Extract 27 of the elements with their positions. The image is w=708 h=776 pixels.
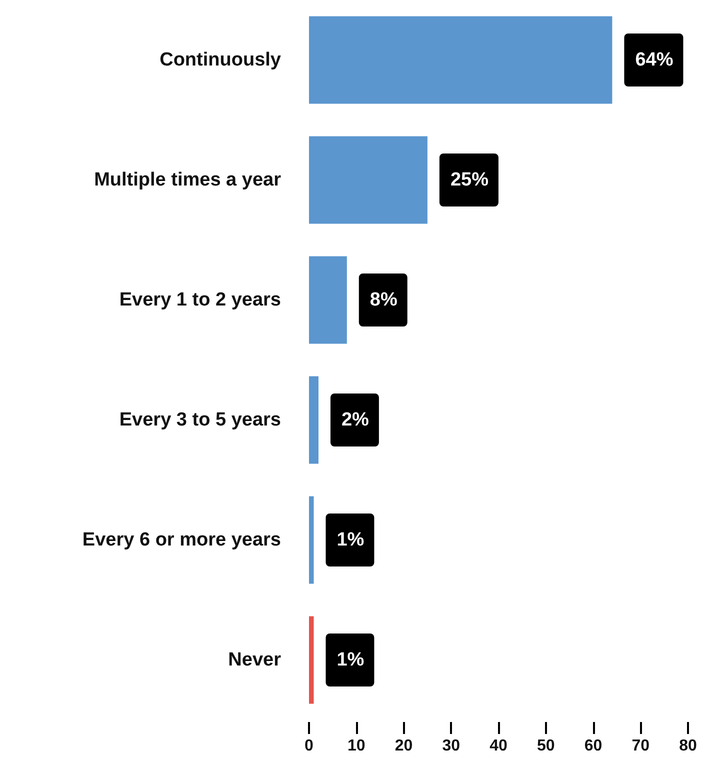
y-tick-label: Multiple times a year [94,170,282,190]
data-label: 1% [336,650,364,670]
data-label: 1% [336,530,364,550]
bar [309,496,314,584]
x-tick-label: 0 [304,738,314,754]
data-label: 64% [635,50,674,70]
x-tick-label: 70 [632,738,650,754]
x-tick-label: 80 [679,738,697,754]
bar [309,376,318,464]
y-tick-label: Every 6 or more years [82,530,281,550]
bar [309,616,314,704]
x-tick-label: 20 [394,738,413,754]
data-label: 8% [370,290,398,310]
data-label: 25% [450,170,489,190]
x-tick-label: 50 [536,738,555,754]
y-tick-label: Every 3 to 5 years [119,410,281,430]
y-tick-label: Continuously [160,50,282,70]
x-tick-label: 40 [490,738,508,754]
bar [309,136,428,224]
bar [309,256,347,344]
bar [309,16,612,104]
data-label: 2% [341,410,370,430]
y-tick-label: Never [228,650,282,670]
y-tick-label: Every 1 to 2 years [119,290,281,310]
x-tick-label: 30 [442,738,460,754]
x-tick-label: 10 [347,738,366,754]
x-tick-label: 60 [584,738,602,754]
